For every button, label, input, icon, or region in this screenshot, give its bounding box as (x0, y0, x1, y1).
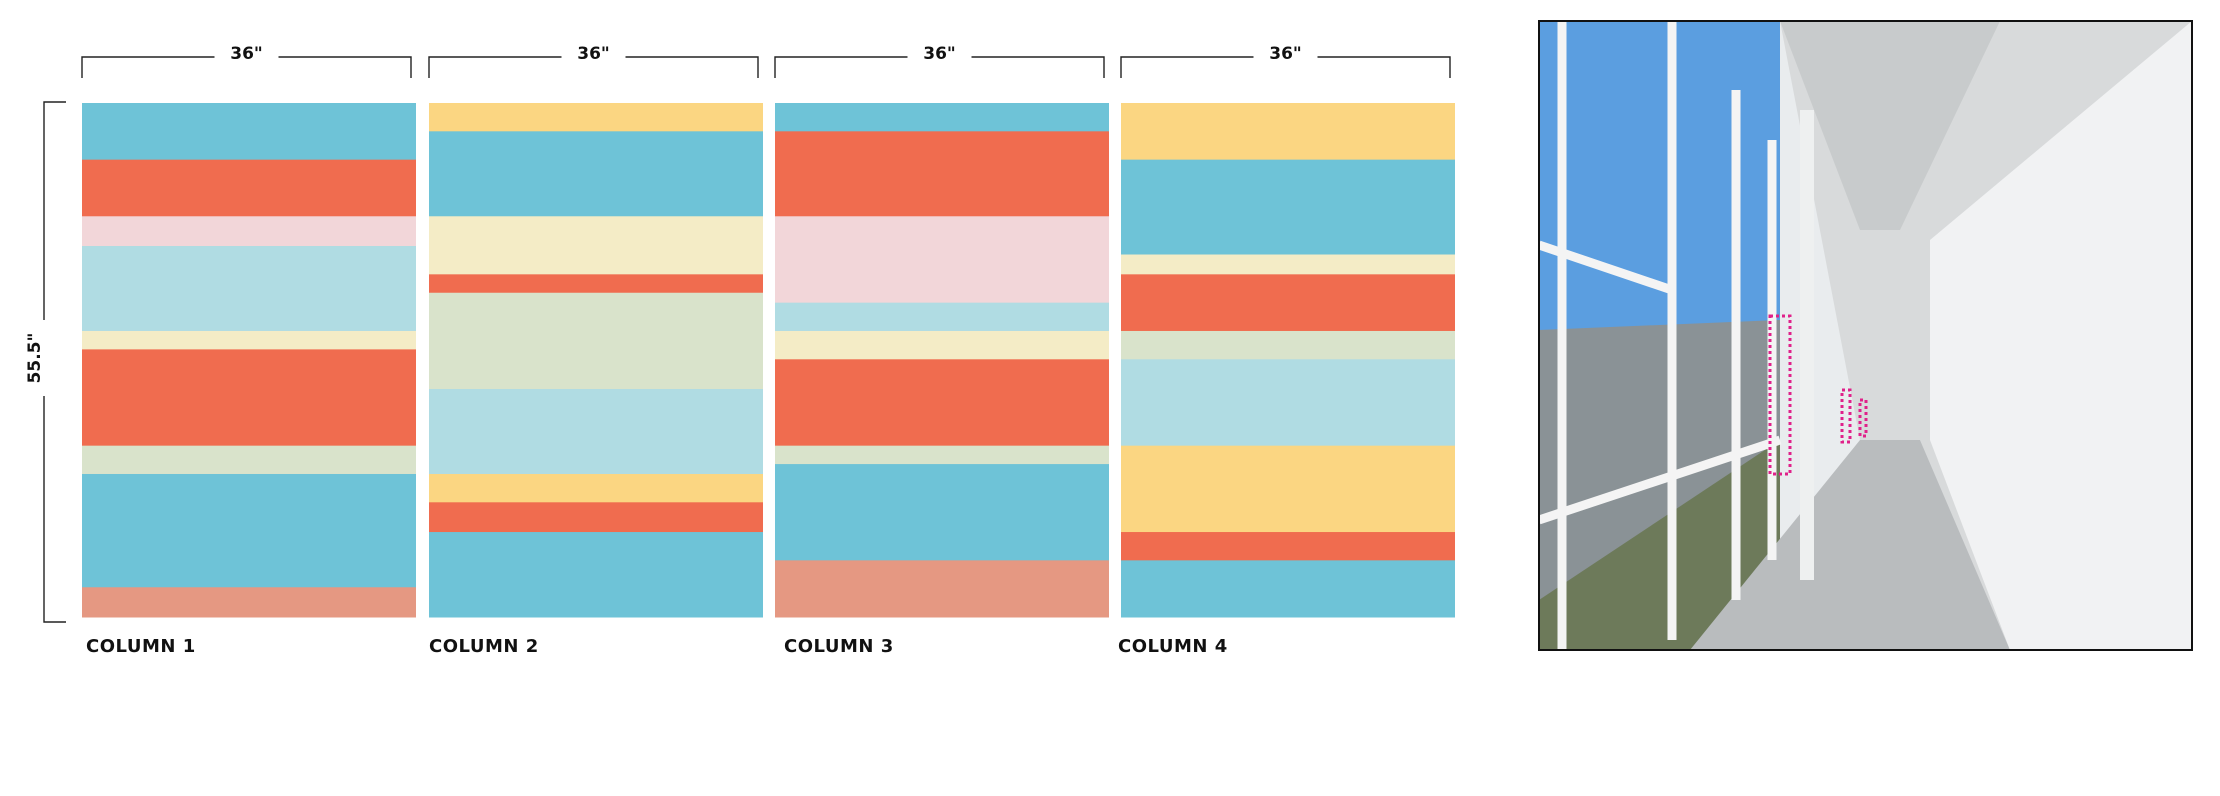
stripe (775, 445, 1109, 465)
column-label: COLUMN 4 (1118, 636, 1228, 657)
width-bracket (774, 56, 1105, 78)
width-label: 36" (577, 44, 610, 64)
stripe (82, 246, 416, 332)
stripe (82, 587, 416, 618)
column-label: COLUMN 2 (429, 636, 539, 657)
width-label: 36" (1269, 44, 1302, 64)
stripe (1121, 532, 1455, 561)
stripe (82, 473, 416, 588)
stripe (429, 532, 763, 618)
width-bracket (81, 56, 412, 78)
stripe (775, 359, 1109, 447)
stripe (775, 464, 1109, 561)
stripe (429, 389, 763, 475)
markup-outline (1768, 314, 1792, 476)
stripe (1121, 103, 1455, 161)
stripe (1121, 330, 1455, 360)
ceiling (1780, 21, 2000, 230)
column-label: COLUMN 3 (784, 636, 894, 657)
stripe (82, 330, 416, 350)
width-label: 36" (923, 44, 956, 64)
stripe (82, 103, 416, 161)
width-label: 36" (230, 44, 263, 64)
column-label: COLUMN 1 (86, 636, 196, 657)
stripe (82, 159, 416, 217)
stripe (775, 302, 1109, 332)
corridor-photo (1537, 20, 2193, 651)
height-label: 55.5" (25, 333, 45, 384)
stripe (775, 103, 1109, 132)
stripe (1121, 359, 1455, 447)
plants (1539, 440, 1780, 650)
stripe (1121, 254, 1455, 275)
stripe (429, 274, 763, 294)
window-mullions (1537, 21, 1782, 650)
stripe (1121, 274, 1455, 332)
stripe (775, 560, 1109, 618)
stripe (429, 216, 763, 275)
floor (1690, 440, 2010, 650)
stripe (775, 216, 1109, 304)
stripe (775, 330, 1109, 360)
bracket-gap (24, 320, 48, 396)
width-bracket (1120, 56, 1451, 78)
stripe (1121, 560, 1455, 618)
stripe (429, 502, 763, 533)
photo-frame (1538, 20, 2193, 651)
stripe (1121, 159, 1455, 256)
white-wall (1930, 21, 2192, 650)
stripe (82, 216, 416, 247)
stripe (1121, 445, 1455, 533)
stripe (775, 131, 1109, 217)
stripe (82, 349, 416, 447)
stripe (82, 445, 416, 475)
stripe (429, 292, 763, 390)
column (1800, 110, 1814, 580)
stripe (429, 103, 763, 132)
stripe (429, 131, 763, 217)
markup-outline (1858, 398, 1868, 438)
width-bracket (428, 56, 759, 78)
stripe (429, 473, 763, 503)
